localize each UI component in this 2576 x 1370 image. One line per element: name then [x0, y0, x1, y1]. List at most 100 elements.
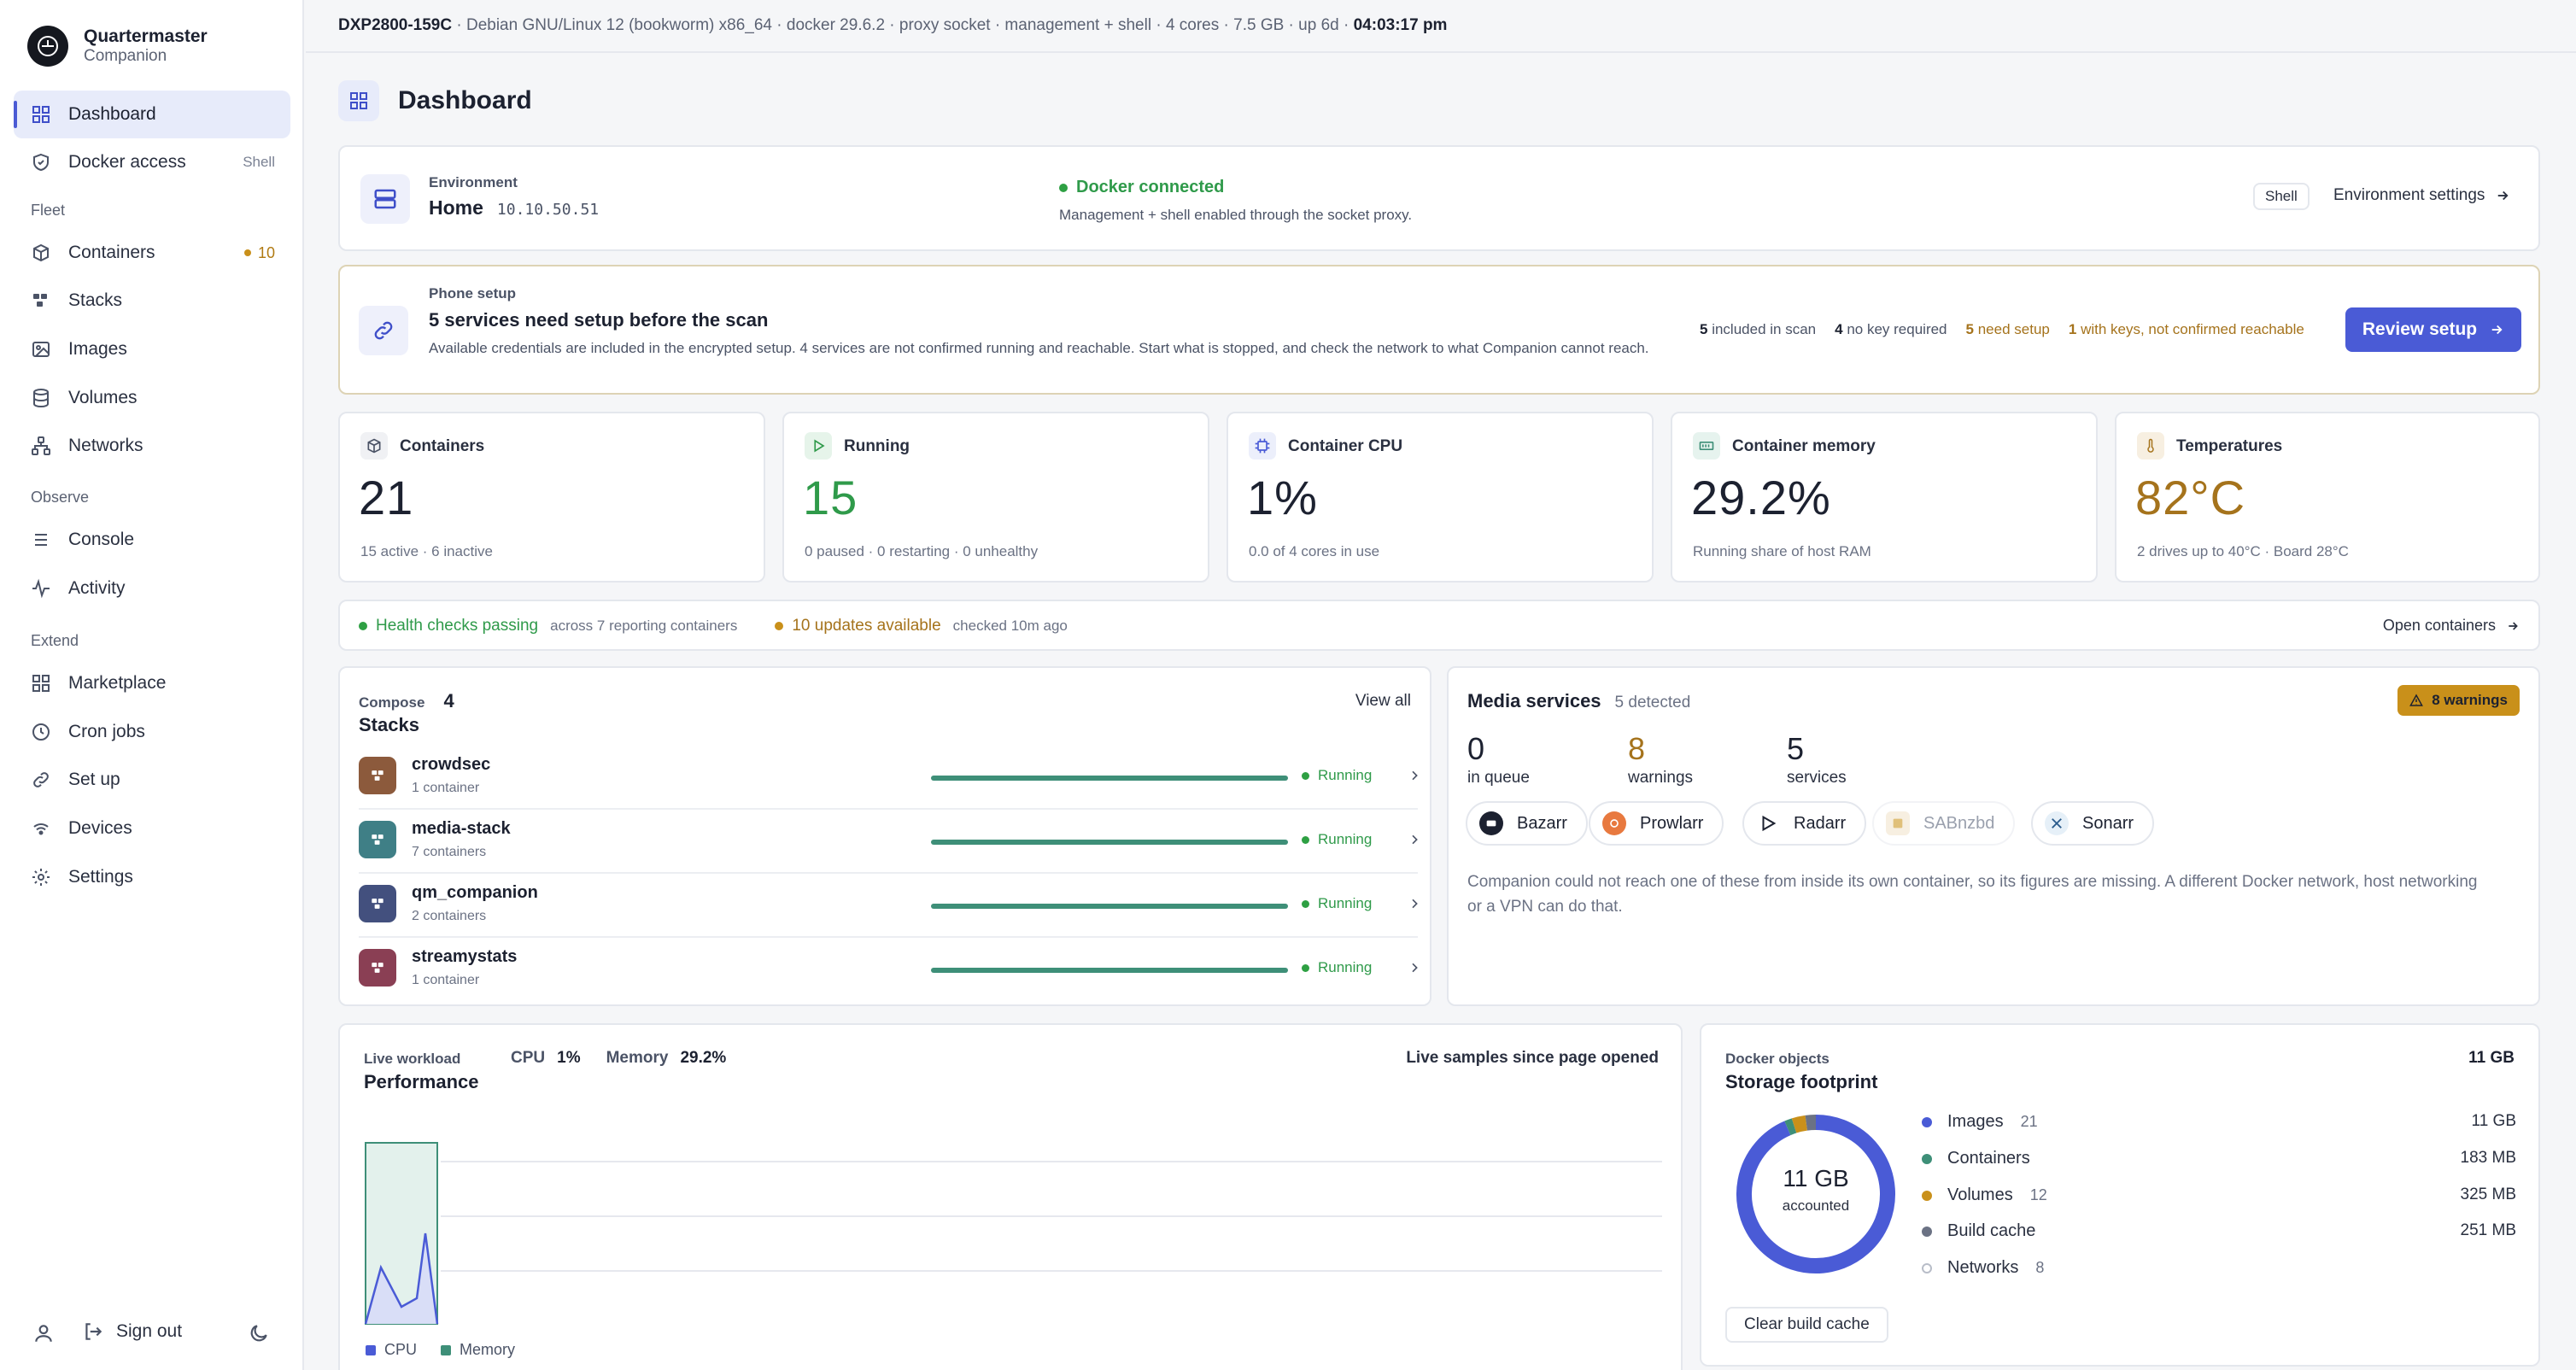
stack-name: streamystats	[412, 947, 518, 966]
theme-toggle-icon[interactable]	[248, 1322, 270, 1344]
storage-value-containers: 183 MB	[2460, 1149, 2516, 1167]
stat-card-cpu[interactable]: Container CPU 1% 0.0 of 4 cores in use	[1227, 412, 1654, 583]
stat-subtitle: Running share of host RAM	[1693, 543, 1871, 559]
sidebar-item-label: Marketplace	[68, 673, 167, 693]
stat-title: Running	[844, 437, 910, 455]
stat-value: 1%	[1247, 471, 1318, 524]
stacks-card: Compose 4 Stacks View all crowdsec 1 con…	[338, 666, 1431, 1006]
sidebar-item-networks[interactable]: Networks	[14, 422, 290, 470]
phone-setup-title: 5 services need setup before the scan	[429, 309, 769, 331]
sign-out-button[interactable]: Sign out	[82, 1320, 182, 1343]
service-pill-sabnzbd[interactable]: SABnzbd	[1872, 801, 2016, 846]
stat-title: Container CPU	[1288, 437, 1403, 455]
stat-card-running[interactable]: Running 15 0 paused · 0 restarting · 0 u…	[782, 412, 1209, 583]
health-bar: Health checks passing across 7 reporting…	[338, 600, 2540, 651]
sidebar-item-console[interactable]: Console	[14, 516, 290, 564]
performance-note: Live samples since page opened	[1406, 1049, 1659, 1067]
storage-donut-chart	[1736, 1115, 1895, 1273]
environment-ip: 10.10.50.51	[496, 201, 600, 219]
sidebar-item-docker-access[interactable]: Docker access Shell	[14, 138, 290, 186]
performance-chart	[364, 1142, 1662, 1325]
user-icon[interactable]	[32, 1322, 55, 1344]
service-pill-bazarr[interactable]: Bazarr	[1466, 801, 1588, 846]
donut-slice-build-cache	[1805, 1115, 1817, 1131]
activity-icon	[31, 578, 51, 599]
page-header: Dashboard	[338, 80, 532, 121]
stack-status: Running	[1302, 831, 1372, 848]
environment-settings-link[interactable]: Environment settings	[2333, 186, 2510, 205]
stat-subtitle: 15 active · 6 inactive	[360, 543, 493, 559]
clear-build-cache-button[interactable]: Clear build cache	[1725, 1307, 1888, 1343]
sidebar-item-activity[interactable]: Activity	[14, 565, 290, 612]
sidebar-item-stacks[interactable]: Stacks	[14, 277, 290, 325]
view-all-link[interactable]: View all	[1355, 692, 1411, 710]
stack-status: Running	[1302, 959, 1372, 976]
review-setup-button[interactable]: Review setup	[2345, 307, 2521, 352]
phone-setup-label: Phone setup	[429, 285, 517, 302]
storage-legend-images: Images 21	[1922, 1112, 2038, 1132]
stack-row-media-stack[interactable]: media-stack 7 containers Running	[359, 811, 1418, 874]
stack-icon	[359, 949, 396, 987]
warning-icon	[2409, 694, 2424, 707]
stat-value: 29.2%	[1691, 471, 1831, 524]
sidebar-item-cron-jobs[interactable]: Cron jobs	[14, 708, 290, 756]
host-details: · Debian GNU/Linux 12 (bookworm) x86_64 …	[452, 16, 1354, 34]
brand[interactable]: Quartermaster Companion	[27, 26, 208, 67]
sidebar-item-settings[interactable]: Settings	[14, 853, 290, 901]
service-pill-sonarr[interactable]: Sonarr	[2031, 801, 2155, 846]
stack-subtitle: 1 container	[412, 781, 480, 795]
sidebar-item-label: Containers	[68, 243, 155, 262]
sign-out-icon	[82, 1320, 104, 1343]
metric-warnings: 8 warnings	[1628, 731, 1694, 787]
health-status: Health checks passing	[376, 617, 539, 635]
thermometer-icon	[2137, 432, 2164, 460]
stack-row-qm-companion[interactable]: qm_companion 2 containers Running	[359, 875, 1418, 938]
updates-available[interactable]: 10 updates available	[792, 617, 941, 635]
box-icon	[360, 432, 388, 460]
sabnzbd-icon	[1886, 811, 1910, 835]
donut-slice-images	[1736, 1115, 1895, 1273]
stack-health-bar	[931, 968, 1288, 973]
sidebar-item-label: Networks	[68, 436, 143, 455]
cpu-value: 1%	[557, 1049, 581, 1067]
chevron-right-icon	[1408, 769, 1421, 782]
legend-memory: Memory	[460, 1341, 516, 1358]
sidebar-footer: Sign out	[0, 1305, 304, 1365]
stack-row-streamystats[interactable]: streamystats 1 container Running	[359, 939, 1418, 1002]
sidebar-item-volumes[interactable]: Volumes	[14, 374, 290, 422]
shell-button[interactable]: Shell	[2253, 183, 2310, 210]
nav-section-fleet: Fleet	[31, 202, 66, 219]
stat-value: 21	[359, 471, 414, 524]
stat-value: 15	[803, 471, 858, 524]
stack-icon	[359, 821, 396, 858]
sidebar-item-label: Devices	[68, 818, 132, 838]
sidebar-item-containers[interactable]: Containers 10	[14, 229, 290, 277]
warnings-badge[interactable]: 8 warnings	[2397, 685, 2520, 716]
environment-label: Environment	[429, 174, 518, 190]
sidebar-item-devices[interactable]: Devices	[14, 805, 290, 852]
sidebar-item-dashboard[interactable]: Dashboard	[14, 91, 290, 138]
sidebar-item-images[interactable]: Images	[14, 325, 290, 373]
sidebar-item-marketplace[interactable]: Marketplace	[14, 659, 290, 707]
stack-row-crowdsec[interactable]: crowdsec 1 container Running	[359, 746, 1418, 810]
open-containers-link[interactable]: Open containers	[2383, 617, 2520, 635]
docker-status: Docker connected	[1059, 178, 1224, 197]
box-icon	[31, 243, 51, 263]
chevron-right-icon	[1408, 961, 1421, 975]
stat-card-temperatures[interactable]: Temperatures 82°C 2 drives up to 40°C · …	[2115, 412, 2540, 583]
environment-card: Environment Home 10.10.50.51 Docker conn…	[338, 145, 2540, 251]
service-pill-radarr[interactable]: Radarr	[1742, 801, 1867, 846]
stacks-icon	[31, 290, 51, 311]
stack-status: Running	[1302, 767, 1372, 784]
stat-card-containers[interactable]: Containers 21 15 active · 6 inactive	[338, 412, 765, 583]
stacks-label: Compose	[359, 694, 425, 711]
stat-card-memory[interactable]: Container memory 29.2% Running share of …	[1671, 412, 2098, 583]
environment-name: Home	[429, 196, 483, 219]
stack-name: crowdsec	[412, 755, 491, 774]
sidebar-item-set-up[interactable]: Set up	[14, 756, 290, 804]
stack-subtitle: 7 containers	[412, 845, 487, 859]
storage-title: Storage footprint	[1725, 1071, 1878, 1092]
storage-total: 11 GB	[2468, 1049, 2515, 1067]
service-pill-prowlarr[interactable]: Prowlarr	[1589, 801, 1724, 846]
page-title: Dashboard	[398, 86, 532, 114]
